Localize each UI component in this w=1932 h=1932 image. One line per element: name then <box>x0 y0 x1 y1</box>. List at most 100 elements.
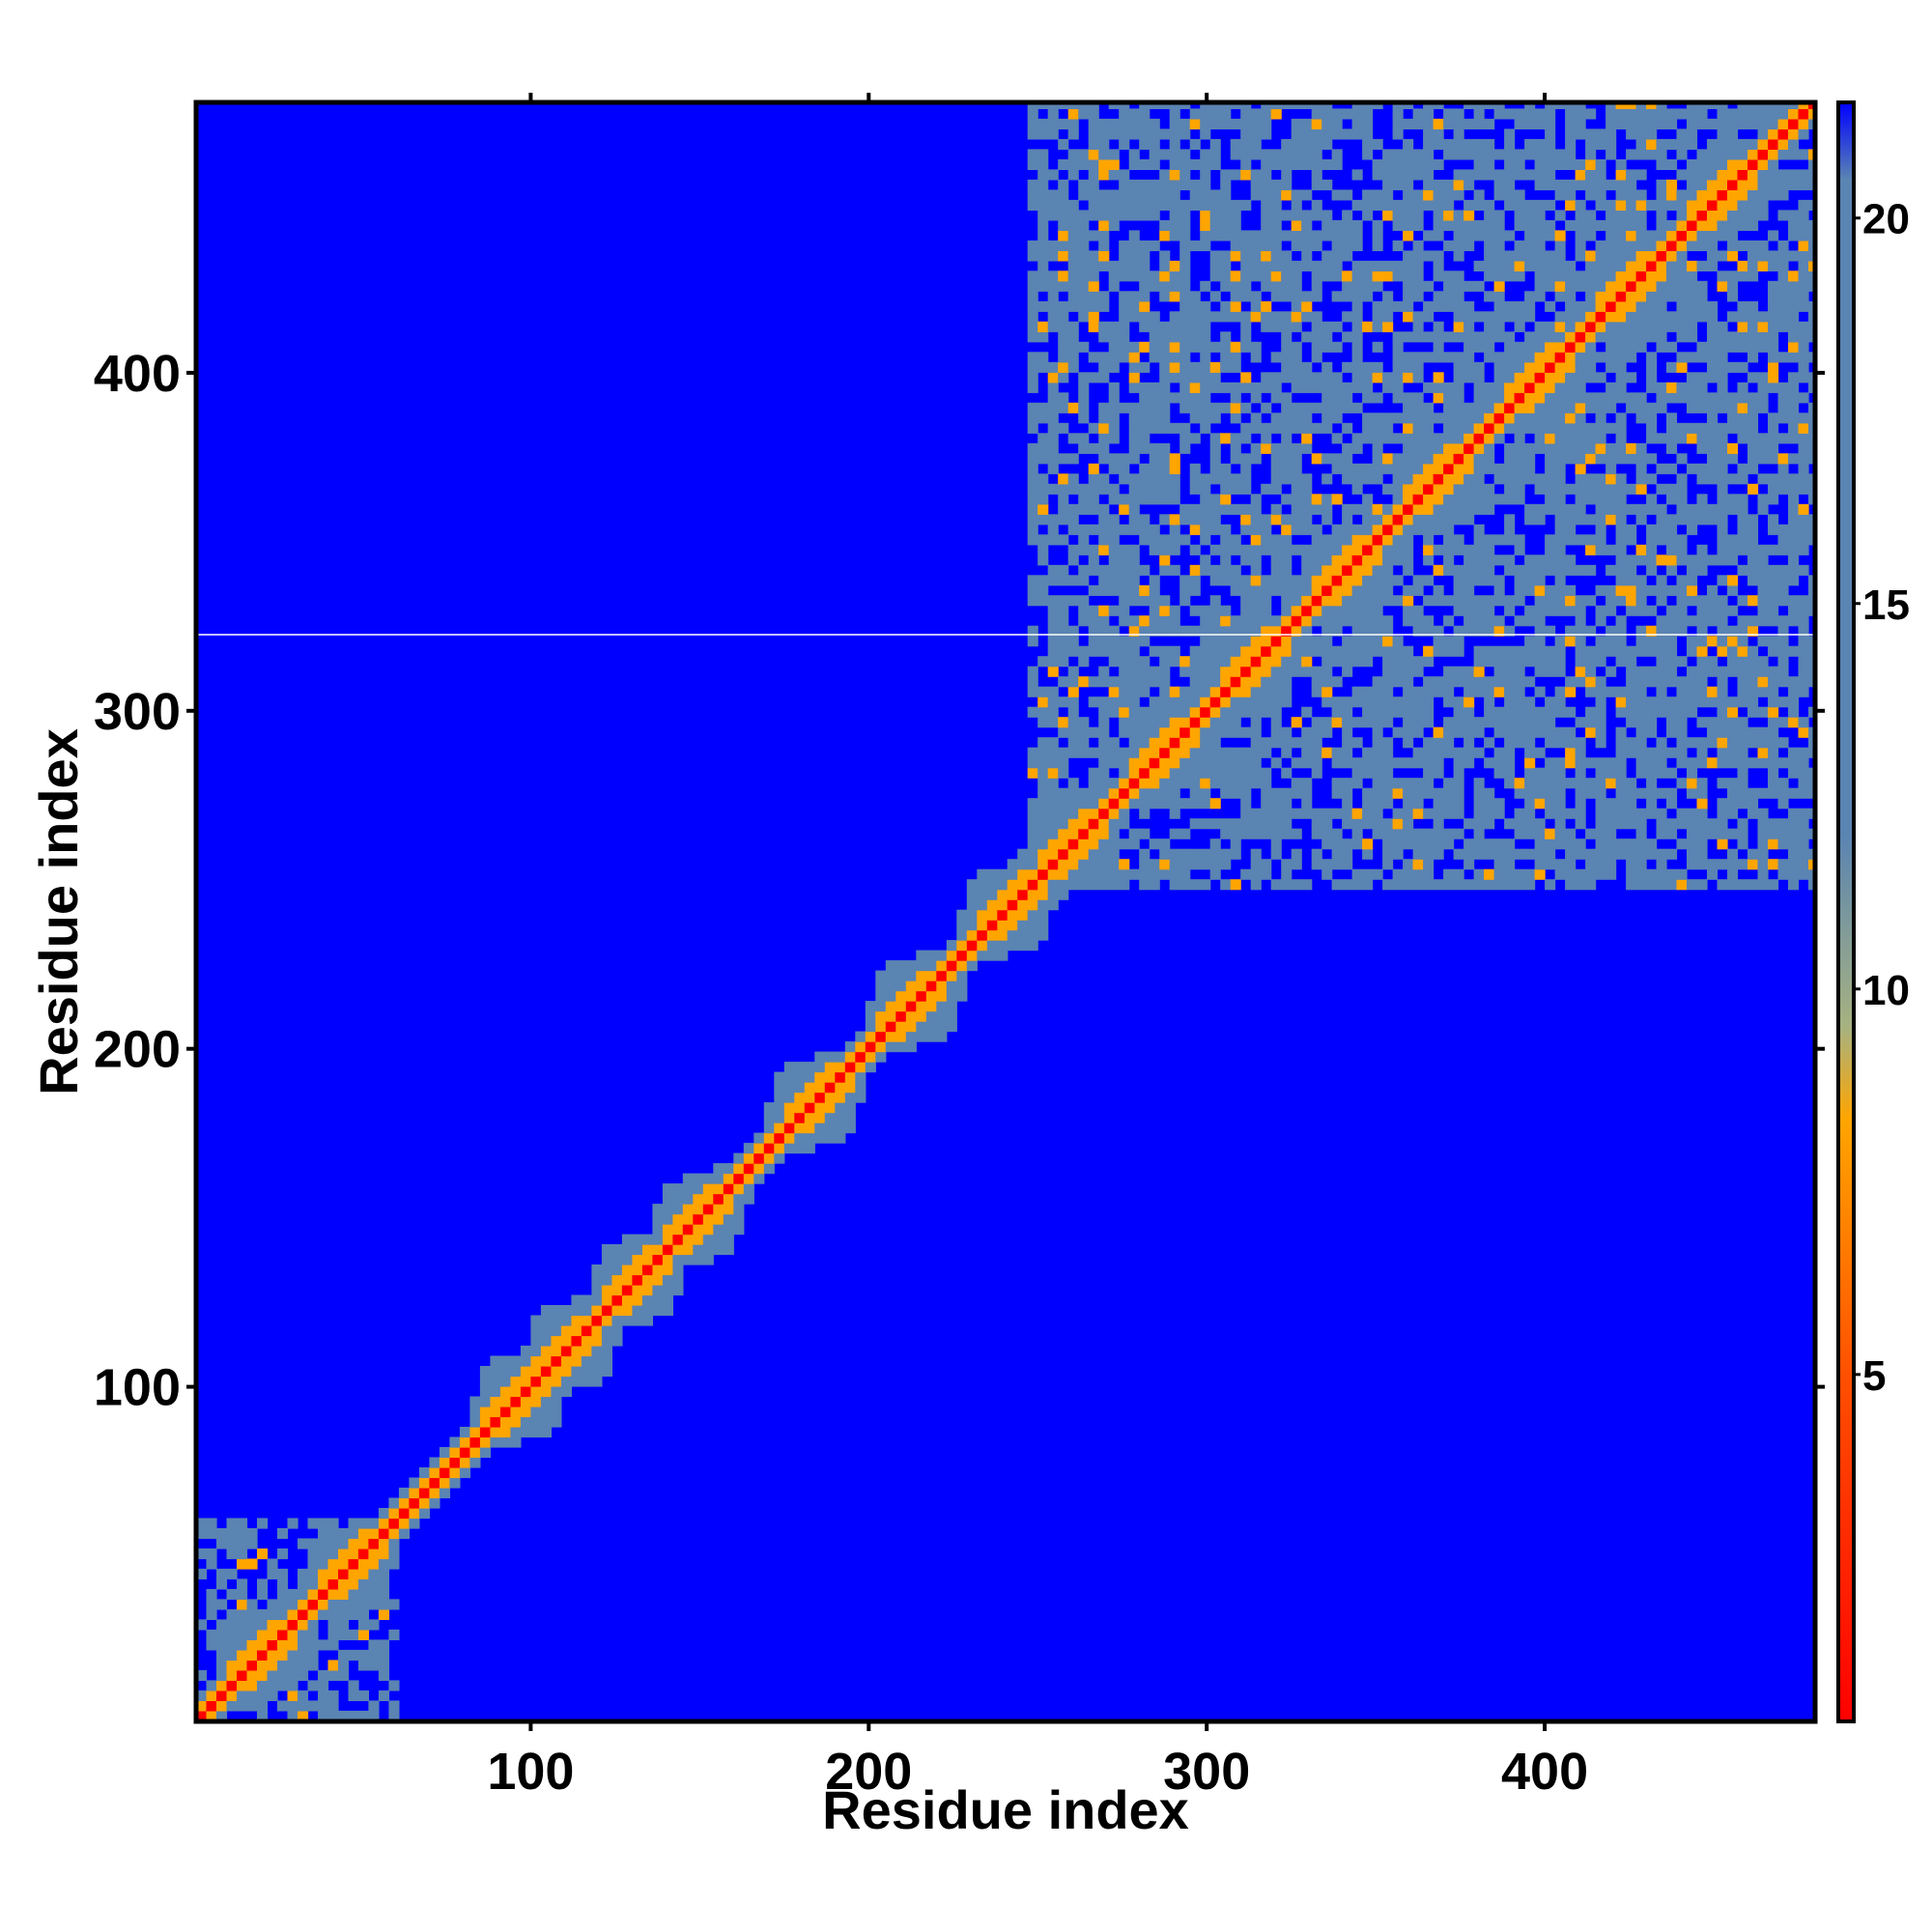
heatmap-cell <box>1575 868 1586 880</box>
heatmap-cell <box>1687 392 1698 404</box>
heatmap-cell <box>1585 717 1597 728</box>
heatmap-cell <box>1554 706 1566 718</box>
heatmap-cell <box>1524 828 1536 839</box>
heatmap-cell <box>1027 859 1038 870</box>
heatmap-cell <box>1656 666 1667 677</box>
heatmap-cell <box>1382 534 1394 546</box>
heatmap-cell <box>1261 676 1272 688</box>
heatmap-cell <box>1656 625 1667 637</box>
heatmap-cell <box>1058 859 1069 870</box>
heatmap-cell <box>1189 859 1201 870</box>
heatmap-cell <box>885 960 896 972</box>
heatmap-cell <box>226 1538 238 1549</box>
heatmap-cell <box>1727 879 1739 891</box>
heatmap-cell <box>1696 848 1708 860</box>
heatmap-cell <box>560 1315 572 1326</box>
heatmap-cell <box>1615 473 1627 485</box>
heatmap-cell <box>1108 676 1120 688</box>
heatmap-cell <box>1321 503 1333 515</box>
heatmap-cell <box>1270 149 1282 160</box>
heatmap-cell <box>1595 352 1606 363</box>
heatmap-cell <box>1128 737 1140 749</box>
heatmap-cell <box>1017 889 1029 900</box>
heatmap-cell <box>1403 402 1414 413</box>
heatmap-cell <box>986 920 998 931</box>
heatmap-cell <box>1301 575 1313 586</box>
heatmap-cell <box>1067 778 1079 789</box>
heatmap-cell <box>1463 595 1475 607</box>
heatmap-cell <box>916 990 927 1002</box>
heatmap-cell <box>1615 250 1627 262</box>
heatmap-cell <box>1169 422 1180 434</box>
heatmap-cell <box>1666 645 1678 657</box>
heatmap-cell <box>1635 808 1647 819</box>
heatmap-cell <box>1058 595 1069 607</box>
heatmap-cell <box>216 1700 228 1712</box>
heatmap-cell <box>1027 352 1038 363</box>
heatmap-cell <box>1423 757 1435 769</box>
heatmap-cell <box>1463 838 1475 850</box>
heatmap-cell <box>1595 524 1606 535</box>
heatmap-cell <box>1443 494 1455 505</box>
heatmap-cell <box>1220 250 1232 262</box>
heatmap-cell <box>1514 595 1525 607</box>
heatmap-cell <box>1585 300 1597 312</box>
heatmap-cell <box>1595 848 1606 860</box>
heatmap-cell <box>1473 554 1485 566</box>
heatmap-cell <box>1209 382 1221 393</box>
heatmap-cell <box>1372 230 1383 242</box>
heatmap-cell <box>1545 118 1556 129</box>
heatmap-cell <box>835 1071 846 1083</box>
heatmap-cell <box>287 1710 298 1721</box>
heatmap-cell <box>1504 108 1516 120</box>
heatmap-cell <box>1220 564 1232 576</box>
heatmap-cell <box>1209 199 1221 211</box>
heatmap-cell <box>1301 300 1313 312</box>
heatmap-cell <box>1493 270 1505 282</box>
heatmap-cell <box>621 1294 633 1306</box>
heatmap-cell <box>1585 361 1597 373</box>
heatmap-cell <box>1281 402 1293 413</box>
heatmap-cell <box>1017 940 1029 952</box>
heatmap-cell <box>1351 696 1363 708</box>
heatmap-cell <box>1635 503 1647 515</box>
heatmap-cell <box>1321 726 1333 738</box>
heatmap-cell <box>1119 210 1130 221</box>
heatmap-cell <box>1423 544 1435 555</box>
heatmap-cell <box>1473 848 1485 860</box>
heatmap-cell <box>1301 230 1313 242</box>
heatmap-cell <box>1717 747 1728 758</box>
heatmap-cell <box>986 879 998 891</box>
heatmap-cell <box>1058 757 1069 769</box>
heatmap-cell <box>1179 270 1191 282</box>
heatmap-cell <box>1088 747 1099 758</box>
heatmap-cell <box>1403 270 1414 282</box>
heatmap-cell <box>1261 102 1272 109</box>
heatmap-cell <box>267 1619 278 1631</box>
heatmap-cell <box>1209 737 1221 749</box>
heatmap-cell <box>1067 828 1079 839</box>
heatmap-cell <box>1534 717 1546 728</box>
heatmap-cell <box>1656 210 1667 221</box>
heatmap-cell <box>1524 778 1536 789</box>
heatmap-cell <box>1504 645 1516 657</box>
heatmap-cell <box>1707 584 1719 596</box>
heatmap-cell <box>1595 544 1606 555</box>
heatmap-cell <box>1737 189 1748 201</box>
heatmap-cell <box>1047 747 1059 758</box>
heatmap-cell <box>1504 747 1516 758</box>
heatmap-cell <box>702 1213 714 1225</box>
heatmap-cell <box>1666 666 1678 677</box>
heatmap-cell <box>774 1152 785 1164</box>
heatmap-cell <box>1382 300 1394 312</box>
heatmap-cell <box>1565 483 1577 495</box>
heatmap-cell <box>1159 767 1171 779</box>
heatmap-cell <box>1382 422 1394 434</box>
heatmap-cell <box>1666 798 1678 810</box>
heatmap-cell <box>1493 240 1505 251</box>
heatmap-cell <box>977 879 988 891</box>
heatmap-cell <box>1230 270 1241 282</box>
heatmap-cell <box>1139 422 1151 434</box>
heatmap-cell <box>1727 118 1739 129</box>
heatmap-cell <box>1676 321 1688 332</box>
